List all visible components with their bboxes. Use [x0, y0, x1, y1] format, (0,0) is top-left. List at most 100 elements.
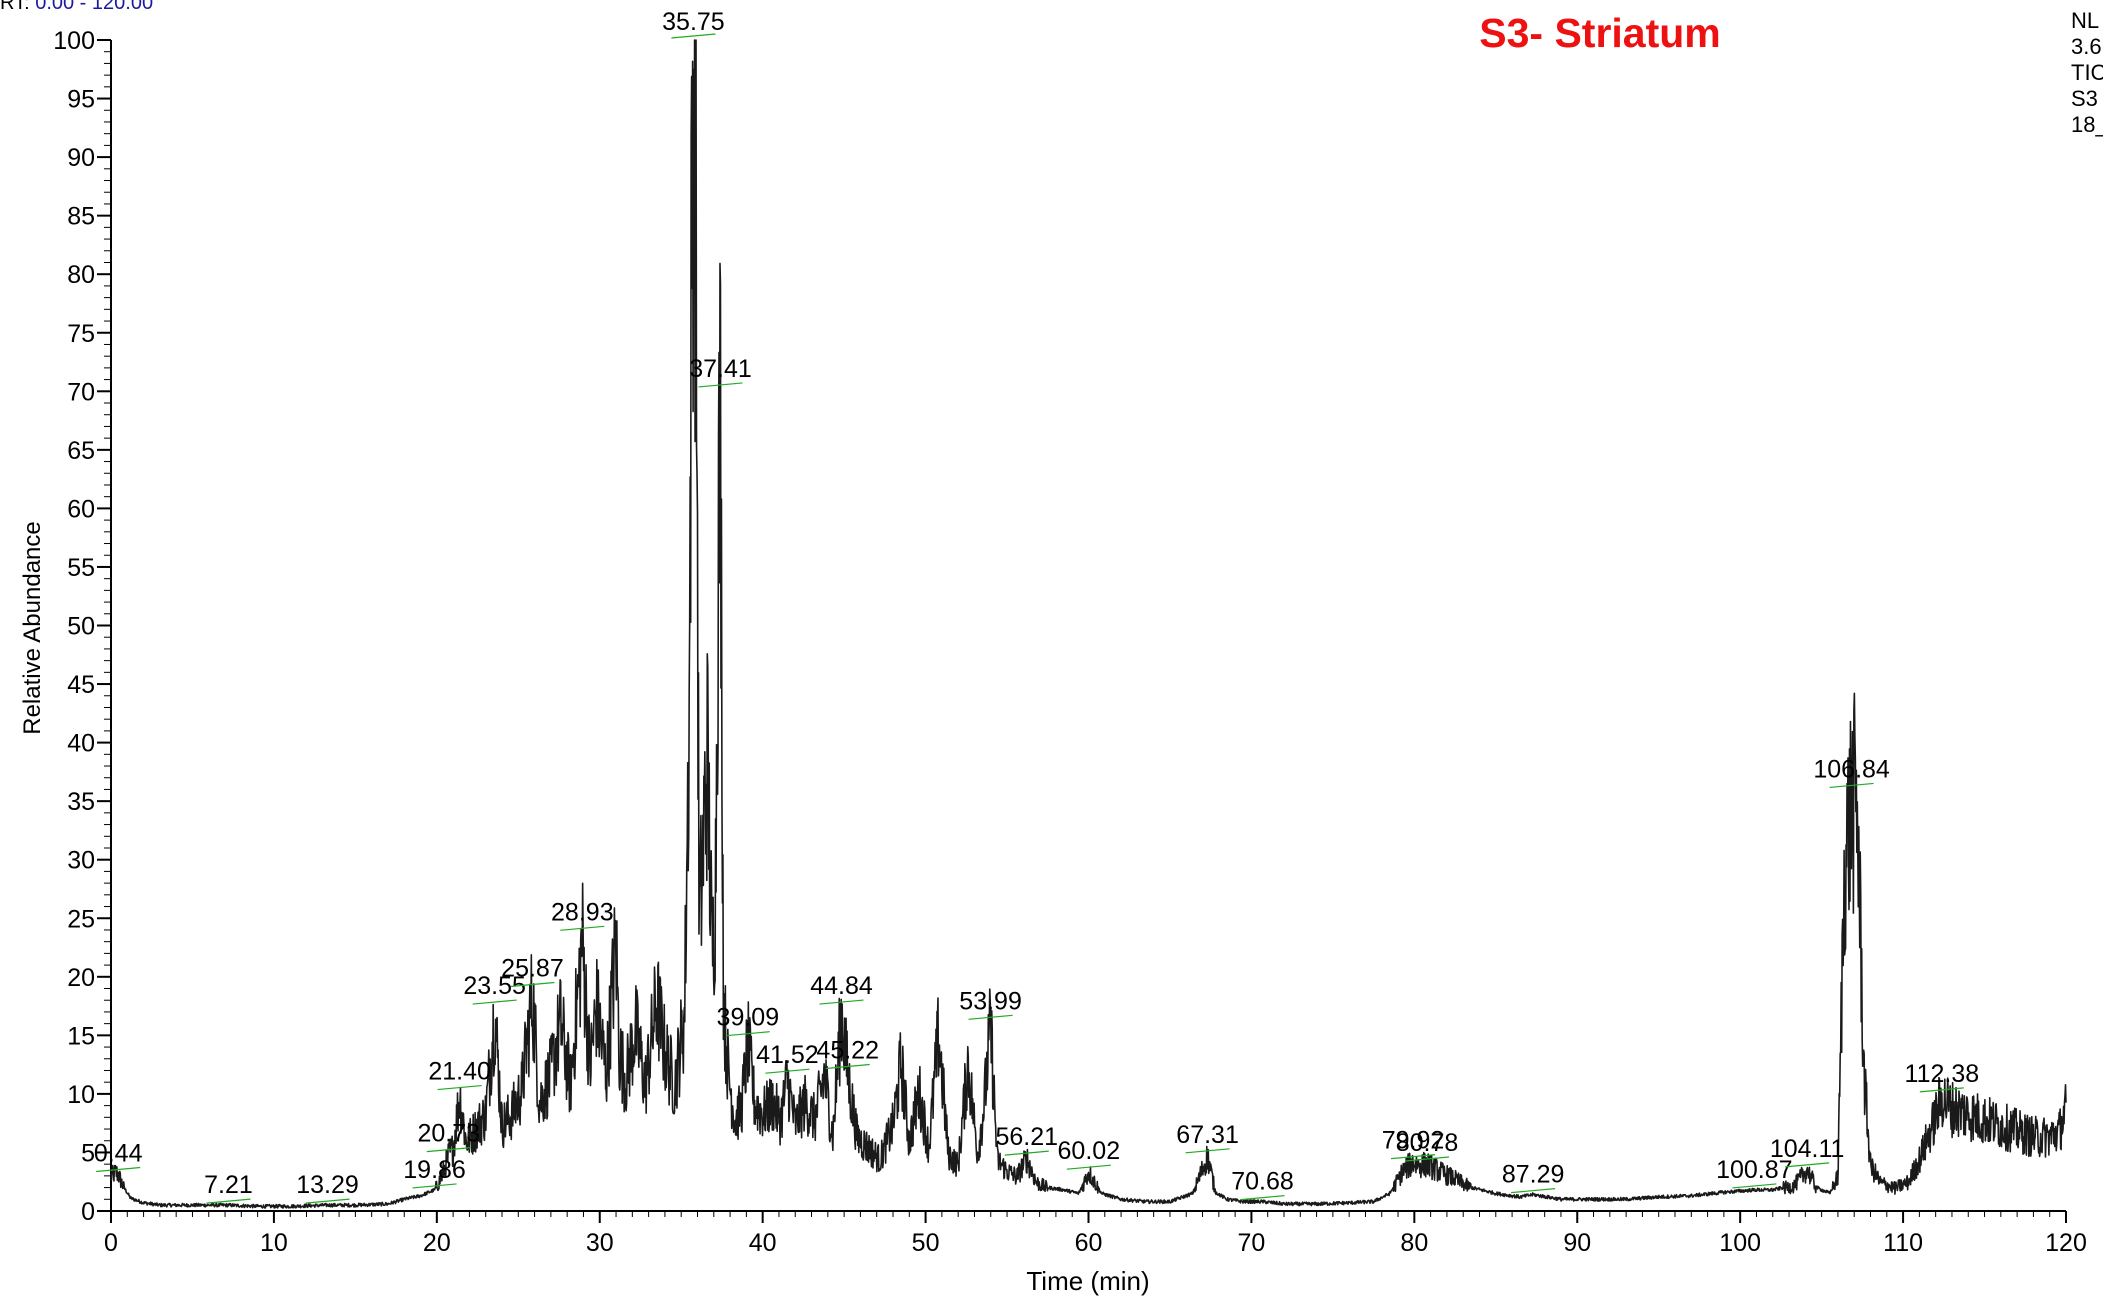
peak-label-leader — [1185, 1148, 1230, 1154]
peak-label: 39.09 — [717, 1004, 780, 1032]
peak-label: 45.22 — [816, 1036, 879, 1064]
peak-label-leader — [1919, 1087, 1964, 1093]
peak-label: 104.11 — [1770, 1135, 1845, 1163]
peak-label-leader — [305, 1198, 350, 1204]
x-tick-label: 100 — [1719, 1229, 1761, 1257]
y-axis-label: Relative Abundance — [19, 521, 46, 735]
info-line-nl: NL — [2071, 8, 2100, 33]
peak-label-leader — [472, 999, 517, 1005]
y-tick-label: 50 — [67, 613, 95, 641]
info-line-nl-value: 3.6 — [2071, 34, 2102, 59]
peak-label: 41.52 — [756, 1041, 819, 1069]
y-tick-label: 10 — [67, 1081, 95, 1109]
peak-label-leader — [1004, 1150, 1049, 1156]
y-tick-label: 15 — [67, 1022, 95, 1050]
x-tick-label: 10 — [260, 1229, 288, 1257]
peak-label: 21.40 — [428, 1058, 491, 1086]
x-tick-label: 80 — [1400, 1229, 1428, 1257]
y-tick-label: 80 — [67, 261, 95, 289]
peak-label-leader — [1066, 1164, 1111, 1170]
peak-label-leader — [765, 1068, 810, 1074]
peak-label-leader — [698, 382, 743, 388]
rt-range-value: 0.00 - 120.00 — [35, 0, 154, 14]
peak-label-leader — [1404, 1156, 1450, 1162]
peak-labels-layer: 0.447.21 13.2919.8620.7321.4023.5525.8728… — [94, 8, 1979, 1204]
y-tick-label: 25 — [67, 905, 95, 933]
peak-label: 35.75 — [662, 8, 725, 36]
x-axis-label: Time (min) — [1026, 1266, 1149, 1296]
peak-label: 100.87 — [1716, 1156, 1792, 1184]
info-line-tic: TIC — [2071, 60, 2103, 85]
y-tick-label: 0 — [81, 1198, 95, 1226]
sample-title: S3- Striatum — [1479, 10, 1721, 56]
y-tick-label: 35 — [67, 788, 95, 816]
y-tick-label: 40 — [67, 730, 95, 758]
peak-label-leader — [96, 1166, 141, 1173]
peak-label-leader — [819, 999, 864, 1005]
x-tick-label: 120 — [2045, 1229, 2087, 1257]
peak-label-leader — [206, 1198, 251, 1204]
peak-label-leader — [1240, 1195, 1285, 1201]
x-tick-label: 60 — [1075, 1229, 1103, 1257]
peak-label: 56.21 — [995, 1123, 1058, 1151]
y-tick-label: 60 — [67, 495, 95, 523]
y-tick-label: 45 — [67, 671, 95, 699]
peak-label-leader — [1390, 1154, 1436, 1160]
peak-label: 53.99 — [959, 987, 1022, 1015]
peak-label: 106.84 — [1813, 755, 1890, 783]
peak-label-leader — [1785, 1162, 1830, 1168]
peak-label: 19.86 — [403, 1156, 466, 1184]
x-tick-label: 30 — [586, 1229, 614, 1257]
y-tick-label: 5 — [81, 1139, 95, 1167]
peak-label: 70.68 — [1231, 1168, 1294, 1196]
rt-range-readout: RT: 0.00 - 120.00 — [0, 0, 153, 15]
y-tick-label: 75 — [67, 320, 95, 348]
y-tick-label: 90 — [67, 144, 95, 172]
peak-label-leader — [1732, 1183, 1777, 1189]
y-tick-label: 100 — [53, 27, 95, 55]
y-tick-label: 85 — [67, 203, 95, 231]
info-line-sample: S3 — [2071, 86, 2098, 111]
y-tick-label: 30 — [67, 847, 95, 875]
peak-label: 44.84 — [810, 972, 873, 1000]
tic-trace-line — [110, 39, 2067, 1209]
peak-label: 37.41 — [689, 355, 752, 383]
peak-label-leader — [968, 1014, 1013, 1020]
peak-label: 28.93 — [551, 898, 614, 926]
axes-layer: 0 5 10 15 20 25 30 35 40 45 50 55 60 65 70 75 80 85 90 95 10… — [53, 27, 2087, 1257]
peak-label-leader — [412, 1183, 457, 1189]
peak-label-leader — [510, 981, 555, 988]
y-tick-label: 95 — [67, 86, 95, 114]
peak-label-leader — [437, 1084, 482, 1091]
peak-label-leader — [671, 33, 716, 39]
peak-label-leader — [560, 925, 605, 931]
peak-label: 7.21 — [204, 1171, 253, 1199]
peak-label-leader — [725, 1031, 770, 1037]
peak-label-leader — [825, 1063, 870, 1070]
peak-label: 60.02 — [1058, 1137, 1121, 1165]
y-tick-label: 55 — [67, 554, 95, 582]
peak-label-leader — [426, 1147, 471, 1153]
x-tick-label: 50 — [912, 1229, 940, 1257]
rt-range-label: RT: — [0, 0, 30, 14]
info-line-file: 18_ — [2071, 112, 2103, 137]
peak-label: 79.92 — [1382, 1127, 1445, 1155]
peak-label: 20.73 — [417, 1120, 480, 1148]
y-tick-label: 20 — [67, 964, 95, 992]
peak-label-leader — [1511, 1188, 1556, 1194]
x-tick-label: 90 — [1563, 1229, 1591, 1257]
x-tick-label: 110 — [1883, 1229, 1923, 1257]
x-tick-label: 20 — [423, 1229, 451, 1257]
peak-label: 87.29 — [1502, 1161, 1565, 1189]
x-tick-label: 40 — [749, 1229, 777, 1257]
peak-label: 0.44 — [94, 1140, 143, 1168]
trace-layer — [110, 39, 2067, 1209]
peak-label: 67.31 — [1176, 1121, 1239, 1149]
x-tick-label: 70 — [1238, 1229, 1266, 1257]
peak-label: 25.87 — [501, 955, 564, 983]
scan-info-block: NL 3.6 TIC S3 18_ — [2071, 8, 2103, 138]
y-tick-label: 65 — [67, 437, 95, 465]
x-tick-label: 0 — [104, 1229, 118, 1257]
